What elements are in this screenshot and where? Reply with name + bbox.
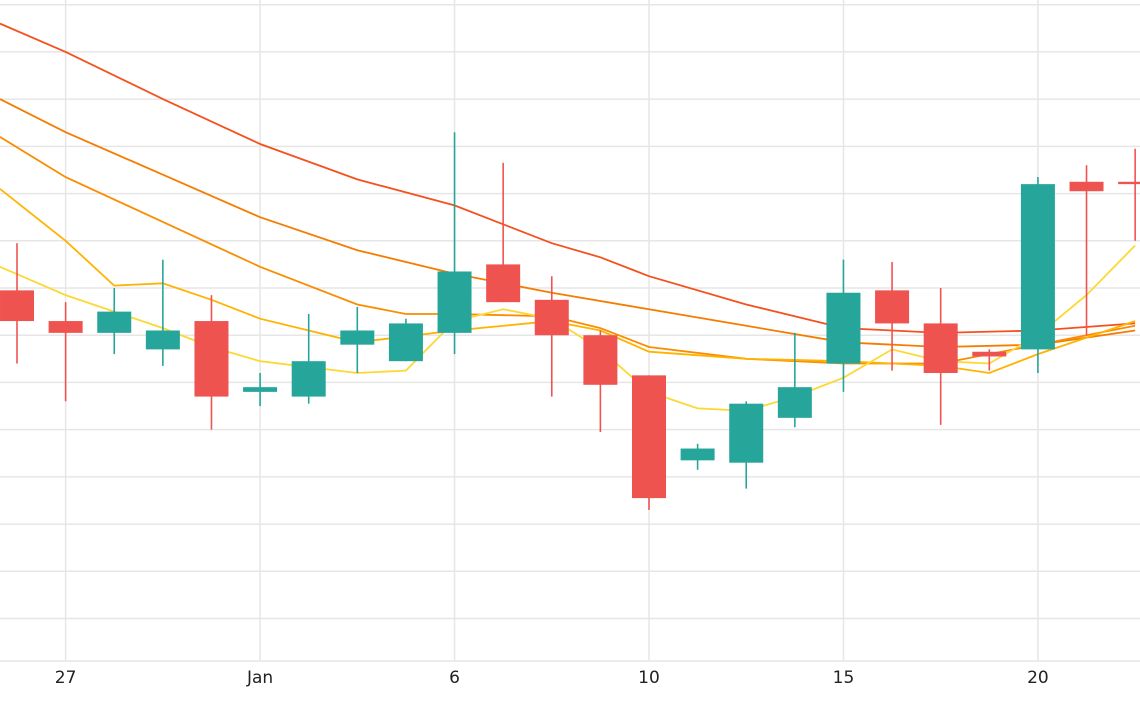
candle-7 (340, 306, 375, 373)
candle-14 (680, 443, 715, 470)
candle-body-22 (1069, 181, 1104, 192)
candle-body-18 (875, 290, 910, 324)
candle-body-16 (777, 387, 812, 418)
candle-body-21 (1020, 184, 1055, 350)
candle-body-5 (243, 387, 278, 392)
candle-body-8 (388, 323, 423, 362)
candle-18 (875, 262, 910, 371)
candle-5 (243, 372, 278, 407)
candle-23 (1118, 148, 1140, 241)
candle-20 (972, 349, 1007, 371)
candle-6 (291, 313, 326, 404)
candle-body-19 (923, 323, 958, 373)
x-tick-label-1: Jan (246, 668, 273, 688)
candle-body-23 (1118, 181, 1140, 185)
candle-17 (826, 259, 861, 392)
x-tick-labels: 27 Jan 6 10 15 20 (55, 668, 1049, 688)
candle-body-20 (972, 351, 1007, 357)
candle-body-1 (48, 321, 83, 333)
candle-4 (194, 295, 229, 430)
candle-body-15 (729, 403, 764, 463)
candle-body-17 (826, 292, 861, 364)
candle-15 (729, 401, 764, 489)
candle-22 (1069, 165, 1104, 336)
candle-10 (486, 162, 521, 303)
candle-21 (1020, 177, 1055, 373)
x-tick-label-2: 6 (449, 668, 460, 688)
candle-body-4 (194, 321, 229, 397)
candle-13 (631, 375, 666, 510)
candle-body-3 (145, 330, 180, 350)
candles (0, 132, 1140, 510)
candle-8 (388, 318, 423, 362)
candle-body-13 (631, 375, 666, 499)
candle-body-12 (583, 335, 618, 385)
candle-body-7 (340, 330, 375, 345)
candle-2 (97, 288, 132, 355)
moving-average-lines (0, 22, 1136, 412)
candle-12 (583, 330, 618, 433)
y-gridlines (0, 3, 1140, 620)
candle-19 (923, 288, 958, 425)
candle-body-14 (680, 448, 715, 461)
candle-11 (534, 276, 569, 397)
x-tick-label-3: 10 (638, 668, 660, 688)
x-tick-label-5: 20 (1027, 668, 1049, 688)
candle-16 (777, 332, 812, 428)
x-tick-label-0: 27 (55, 668, 77, 688)
candle-0 (0, 243, 35, 364)
candle-1 (48, 302, 83, 402)
candle-body-2 (97, 311, 132, 333)
candle-body-0 (0, 290, 35, 322)
x-tick-label-4: 15 (833, 668, 855, 688)
candle-body-9 (437, 271, 472, 333)
candle-9 (437, 132, 472, 355)
candle-body-6 (291, 361, 326, 397)
candle-body-11 (534, 299, 569, 336)
candle-body-10 (486, 264, 521, 303)
candle-3 (145, 259, 180, 366)
